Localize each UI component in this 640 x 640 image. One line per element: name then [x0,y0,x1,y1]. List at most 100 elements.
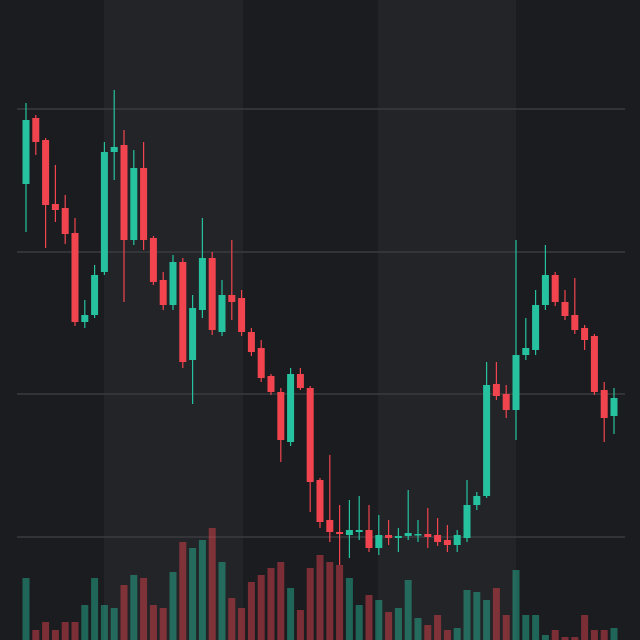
candle-body [326,520,334,532]
candle-body [169,262,177,305]
volume-bar [551,630,559,640]
volume-bar [189,548,197,640]
candle-body [512,355,520,410]
candle-body [267,376,275,392]
candle-body [110,147,118,152]
volume-bar [600,630,608,640]
volume-bar [198,540,206,640]
candle-body [228,295,236,302]
volume-bar [424,625,432,640]
volume-bar [610,628,618,640]
candle-body [483,385,491,496]
candle-body [336,532,344,534]
candle-body [91,275,99,315]
candle-body [22,120,30,184]
candle-body [443,540,451,545]
volume-bar [169,572,177,640]
candle-body [81,315,89,322]
volume-bar [100,605,108,640]
volume-bar [336,565,344,640]
volume-bar [247,582,255,640]
volume-bar [502,615,510,640]
candle-body [51,204,59,210]
volume-bar [179,542,187,640]
candle-body [198,258,206,310]
volume-bar [140,578,148,640]
volume-bar [385,612,393,640]
candle-body [404,533,412,536]
candle-body [453,535,461,545]
volume-bar [375,600,383,640]
volume-bar [571,637,579,640]
candle-body [590,336,598,392]
volume-bar [453,628,461,640]
candle-body [385,535,393,538]
volume-bar [120,585,128,640]
volume-bar [365,595,373,640]
candle-body [561,302,569,316]
volume-bar [561,637,569,640]
volume-bar [541,635,549,640]
volume-bar [130,575,138,640]
candle-body [394,536,402,538]
volume-bar [110,608,118,640]
volume-bar [581,615,589,640]
volume-bar [159,608,167,640]
candle-body [71,233,79,322]
volume-bar [61,622,69,640]
volume-bar [296,610,304,640]
candle-body [42,140,50,205]
volume-bar [532,615,540,640]
candle-body [257,348,265,378]
candle-body [238,298,246,332]
volume-bar [463,590,471,640]
volume-bar [71,622,79,640]
volume-bar [483,600,491,640]
volume-bar [218,562,226,640]
volume-bar [590,630,598,640]
candle-body [277,392,285,440]
candle-body [610,398,618,416]
volume-bar [277,562,285,640]
volume-bar [326,562,334,640]
volume-bar [522,615,530,640]
candle-body [159,280,167,305]
volume-bar [316,555,324,640]
volume-bar [473,592,481,640]
candle-body [522,348,530,355]
candle-body [355,530,363,532]
candle-body [375,535,383,548]
volume-bar [345,578,353,640]
volume-bar [355,605,363,640]
candle-body [296,374,304,388]
candle-body [502,394,510,410]
volume-bar [404,580,412,640]
candle-body [306,388,314,482]
candle-body [247,332,255,352]
volume-bar [257,575,265,640]
candle-body [473,496,481,505]
volume-bar [394,608,402,640]
candle-body [492,384,500,396]
candle-body [32,118,40,142]
volume-bar [512,570,520,640]
candle-body [551,275,559,302]
volume-bar [443,630,451,640]
volume-bar [287,588,295,640]
candle-body [541,275,549,305]
candle-body [571,315,579,330]
candle-body [434,535,442,542]
volume-bar [42,622,50,640]
candle-body [316,480,324,522]
candle-body [463,505,471,538]
volume-bar [434,615,442,640]
volume-bar [51,630,59,640]
volume-bar [208,528,216,640]
volume-bar [238,608,246,640]
candle-body [581,328,589,340]
candle-body [218,295,226,332]
candle-body [100,152,108,272]
candle-body [345,530,353,535]
volume-bar [149,605,157,640]
